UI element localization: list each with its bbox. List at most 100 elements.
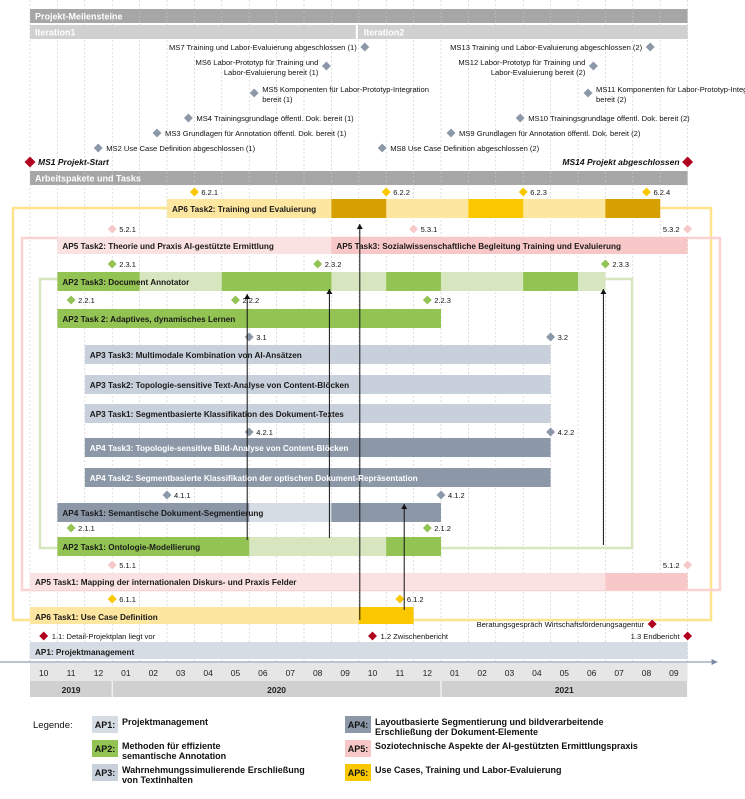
deliverable-label: 4.1.2 xyxy=(448,491,465,500)
month-tick-label: 02 xyxy=(149,668,159,678)
legend-item-ap3: AP3: Wahrnehmungssimulierende Erschließu… xyxy=(92,764,322,785)
tasks-header-label: Arbeitspakete und Tasks xyxy=(35,174,141,184)
management-milestone-label: 1.2 Zwischenbericht xyxy=(381,632,449,641)
deliverable-label: 6.1.1 xyxy=(119,595,136,604)
deliverable-label: 6.2.3 xyxy=(530,188,547,197)
deliverable-label: 6.2.1 xyxy=(201,188,218,197)
deliverable-label: 3.1 xyxy=(256,333,266,342)
task-label: AP5 Task2: Theorie und Praxis AI-gestütz… xyxy=(62,242,274,251)
task-bar-segment xyxy=(358,607,414,624)
milestone-marker xyxy=(445,127,457,139)
task-bar-segment xyxy=(386,537,441,556)
month-tick-label: 09 xyxy=(340,668,350,678)
legend-swatch-ap2: AP2: xyxy=(92,740,118,757)
deliverable-label: 4.2.2 xyxy=(558,428,575,437)
deliverable-marker xyxy=(229,294,242,306)
dependency-arrow-head xyxy=(600,289,607,294)
task-label: AP2 Task 2: Adaptives, dynamisches Lerne… xyxy=(62,315,235,324)
deliverable-label: 5.2.1 xyxy=(119,225,136,234)
dependency-arrow-head xyxy=(356,224,363,229)
month-tick-label: 02 xyxy=(477,668,487,678)
task-bar-segment xyxy=(167,199,332,218)
deliverable-label: 2.2.1 xyxy=(78,296,95,305)
milestone-label: MS10 Trainingsgrundlage öffentl. Dok. be… xyxy=(528,114,690,123)
milestone-marker xyxy=(681,155,695,169)
deliverable-label: 6.1.2 xyxy=(407,595,424,604)
legend-swatch-ap5: AP5: xyxy=(345,740,371,757)
deliverable-label: 2.1.2 xyxy=(434,524,451,533)
task-label: AP2 Task3: Document Annotator xyxy=(62,278,190,287)
task-bar-segment xyxy=(57,272,140,291)
month-tick-label: 03 xyxy=(505,668,515,678)
task-bar xyxy=(30,607,414,624)
iteration2-label: Iteration2 xyxy=(364,28,405,38)
legend-item-ap5: AP5: Soziotechnische Aspekte der AI-gest… xyxy=(345,740,705,757)
task-bar-segment xyxy=(57,503,250,522)
task-bar xyxy=(84,375,551,394)
month-tick-label: 07 xyxy=(614,668,624,678)
task-label: AP4 Task1: Semantische Dokument-Segmenti… xyxy=(62,509,263,518)
task-bar xyxy=(84,404,551,423)
milestone-label: MS1 Projekt-Start xyxy=(38,157,110,167)
legend-text-ap3: Wahrnehmungssimulierende Erschließung vo… xyxy=(122,765,305,785)
legend-item-ap1: AP1: Projektmanagement xyxy=(92,716,332,733)
milestone-marker xyxy=(644,41,656,53)
year-label: 2021 xyxy=(555,685,574,695)
milestone-label: MS9 Grundlagen für Annotation öffentl. D… xyxy=(459,129,641,138)
milestone-marker xyxy=(151,127,163,139)
deliverable-marker xyxy=(394,593,406,605)
month-tick-label: 11 xyxy=(67,668,76,678)
task-bar xyxy=(30,573,688,590)
deliverable-label: 2.1.1 xyxy=(78,524,95,533)
milestone-marker xyxy=(92,142,104,154)
management-milestone-label: Beratungsgespräch Wirtschaftsförderungsa… xyxy=(477,620,645,629)
milestone-label: MS8 Use Case Definition abgeschlossen (2… xyxy=(390,144,539,153)
task-bar-segment xyxy=(331,199,387,218)
deliverable-label: 5.3.2 xyxy=(663,225,680,234)
deliverable-marker xyxy=(682,559,694,571)
deliverable-marker xyxy=(106,258,118,270)
deliverable-marker xyxy=(408,223,420,235)
milestone-label: MS7 Training und Labor-Evaluierung abges… xyxy=(169,43,357,52)
legend-item-ap6: AP6: Use Cases, Training und Labor-Evalu… xyxy=(345,764,635,781)
deliverable-marker xyxy=(106,559,118,571)
milestone-label: bereit (1) xyxy=(262,95,293,104)
milestone-marker xyxy=(320,60,332,72)
deliverable-label: 2.3.2 xyxy=(325,260,342,269)
task-bar xyxy=(84,345,551,364)
deliverable-marker xyxy=(243,331,255,343)
dependency-arrow-head xyxy=(326,289,333,294)
task-bar xyxy=(30,642,688,659)
milestone-marker xyxy=(376,142,388,154)
iteration1-label: Iteration1 xyxy=(35,28,76,38)
deliverable-label: 5.1.2 xyxy=(663,561,680,570)
year-label: 2019 xyxy=(62,685,81,695)
iteration1-band xyxy=(30,25,356,39)
task-bar xyxy=(57,237,332,254)
month-tick-label: 07 xyxy=(286,668,296,678)
deliverable-marker xyxy=(682,223,694,235)
month-tick-label: 06 xyxy=(258,668,268,678)
milestone-label: MS3 Grundlagen für Annotation öffentl. D… xyxy=(165,129,347,138)
task-bar-segment xyxy=(605,199,661,218)
management-milestone-marker xyxy=(38,630,50,642)
time-axis-arrow xyxy=(711,659,718,665)
deliverable-marker xyxy=(435,489,447,501)
task-label: AP6 Task1: Use Case Definition xyxy=(35,613,158,622)
management-milestone-label: 1.3 Endbericht xyxy=(631,632,681,641)
management-milestone-marker xyxy=(682,630,694,642)
deliverable-marker xyxy=(380,186,392,198)
gantt-svg: Projekt-Meilensteine Iteration1 Iteration2… xyxy=(0,0,745,697)
milestone-marker xyxy=(359,41,371,53)
deliverable-marker xyxy=(421,522,433,534)
milestones-header-label: Projekt-Meilensteine xyxy=(35,12,123,22)
task-bar-segment xyxy=(386,272,441,291)
deliverable-marker xyxy=(161,489,173,501)
month-tick-label: 01 xyxy=(121,668,131,678)
deliverable-marker xyxy=(243,426,255,438)
milestone-label: MS11 Komponenten für Labor-Prototyp-Inte… xyxy=(596,85,745,94)
deliverable-label: 5.3.1 xyxy=(421,225,438,234)
deliverable-marker xyxy=(599,258,611,270)
management-milestone-marker xyxy=(646,618,658,630)
